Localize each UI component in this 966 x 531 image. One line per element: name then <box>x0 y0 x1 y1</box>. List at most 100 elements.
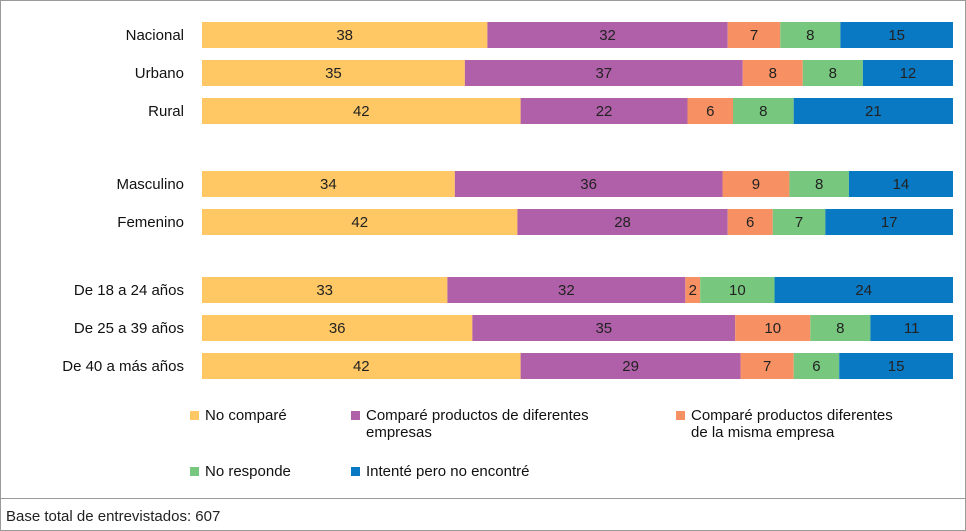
bar-segment <box>202 60 465 86</box>
legend-swatch <box>676 411 685 420</box>
data-label: 15 <box>888 358 905 375</box>
bar-segment <box>700 277 775 303</box>
data-label: 2 <box>689 282 697 299</box>
data-label: 32 <box>599 27 616 44</box>
bar-segment <box>772 209 826 235</box>
category-label: Rural <box>148 103 184 120</box>
data-label: 7 <box>750 27 758 44</box>
data-label: 11 <box>904 320 920 337</box>
legend-label: No responde <box>205 463 291 480</box>
bar-segment <box>727 22 781 48</box>
data-label: 35 <box>595 320 612 337</box>
bar-segment <box>520 98 688 124</box>
data-label: 10 <box>764 320 781 337</box>
category-label: Nacional <box>126 27 184 44</box>
data-label: 7 <box>795 214 803 231</box>
bar-segment <box>454 171 723 197</box>
data-label: 17 <box>881 214 898 231</box>
bar-segment <box>202 171 455 197</box>
data-label: 8 <box>769 65 777 82</box>
data-label: 36 <box>580 176 597 193</box>
legend-label-line2: empresas <box>366 424 432 441</box>
bar-segment <box>202 315 473 341</box>
legend-label: No comparé <box>205 407 287 424</box>
bar-segment <box>202 353 521 379</box>
bar-segment <box>202 22 488 48</box>
bar-segment <box>202 209 518 235</box>
bar-segment <box>780 22 841 48</box>
bar-segment <box>687 98 734 124</box>
bar-segment <box>862 60 953 86</box>
bar-segment <box>487 22 728 48</box>
data-label: 28 <box>614 214 631 231</box>
bar-segment <box>464 60 743 86</box>
data-label: 6 <box>812 358 820 375</box>
data-label: 32 <box>558 282 575 299</box>
data-label: 38 <box>336 27 353 44</box>
data-label: 10 <box>729 282 746 299</box>
stacked-bar-chart: Nacional 38 32 7 8 15 Urbano 35 37 8 8 12 Rural 42 22 6… <box>62 22 953 480</box>
data-label: 8 <box>759 103 767 120</box>
legend-swatch <box>190 411 199 420</box>
bar-segment <box>742 60 803 86</box>
bar-segment <box>202 98 521 124</box>
bar-segment <box>520 353 741 379</box>
category-label: De 25 a 39 años <box>74 320 184 337</box>
data-label: 14 <box>893 176 910 193</box>
legend-label: Comparé productos de diferentes <box>366 407 589 424</box>
bar-segment <box>735 315 811 341</box>
data-label: 8 <box>836 320 844 337</box>
bar-segment <box>810 315 871 341</box>
data-label: 42 <box>353 103 370 120</box>
data-label: 42 <box>353 358 370 375</box>
data-label: 29 <box>622 358 639 375</box>
data-label: 6 <box>706 103 714 120</box>
bar-segment <box>447 277 686 303</box>
bar-segment <box>848 171 953 197</box>
data-label: 22 <box>596 103 613 120</box>
data-label: 9 <box>752 176 760 193</box>
bar-segment <box>740 353 794 379</box>
category-label: Femenino <box>117 214 184 231</box>
data-label: 8 <box>829 65 837 82</box>
bar-segment <box>202 277 448 303</box>
data-label: 34 <box>320 176 337 193</box>
data-label: 6 <box>746 214 754 231</box>
bar-segment <box>870 315 953 341</box>
category-label: Urbano <box>135 65 184 82</box>
data-label: 33 <box>316 282 333 299</box>
footnote: Base total de entrevistados: 607 <box>6 508 221 525</box>
bar-segment <box>789 171 849 197</box>
legend-label-line2: de la misma empresa <box>691 424 835 441</box>
category-label: De 18 a 24 años <box>74 282 184 299</box>
bar-segment <box>685 277 701 303</box>
data-label: 7 <box>763 358 771 375</box>
bar-segment <box>793 98 953 124</box>
bar-segment <box>472 315 736 341</box>
legend-swatch <box>190 467 199 476</box>
data-label: 37 <box>595 65 612 82</box>
legend-label: Comparé productos diferentes <box>691 407 893 424</box>
bar-segment <box>733 98 794 124</box>
legend-swatch <box>351 411 360 420</box>
data-label: 21 <box>865 103 882 120</box>
bar-segment <box>774 277 953 303</box>
data-label: 8 <box>806 27 814 44</box>
data-label: 15 <box>888 27 905 44</box>
category-label: Masculino <box>116 176 184 193</box>
data-label: 8 <box>815 176 823 193</box>
category-label: De 40 a más años <box>62 358 184 375</box>
bar-segment <box>839 353 953 379</box>
data-label: 35 <box>325 65 342 82</box>
bar-segment <box>793 353 840 379</box>
data-label: 12 <box>900 65 917 82</box>
bar-segment <box>802 60 863 86</box>
bar-segment <box>825 209 953 235</box>
legend-swatch <box>351 467 360 476</box>
data-label: 36 <box>329 320 346 337</box>
legend-label: Intenté pero no encontré <box>366 463 529 480</box>
data-label: 42 <box>351 214 368 231</box>
bar-segment <box>840 22 953 48</box>
bar-segment <box>727 209 773 235</box>
data-label: 24 <box>855 282 872 299</box>
